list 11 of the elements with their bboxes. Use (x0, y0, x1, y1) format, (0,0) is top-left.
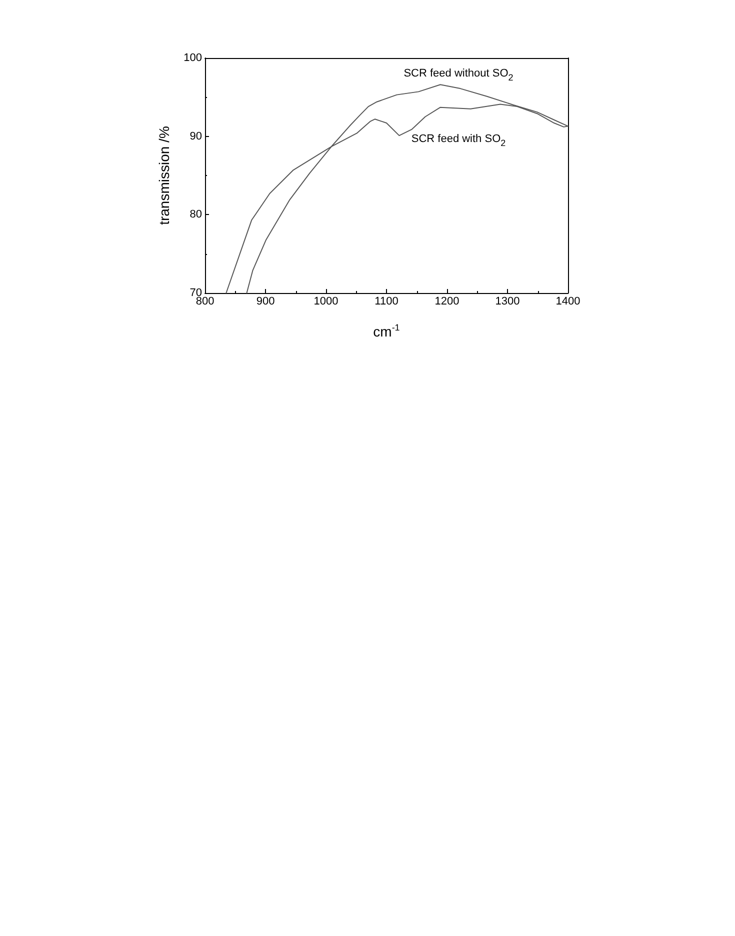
y-tick-label: 80 (190, 208, 202, 221)
x-tick-label: 1000 (314, 296, 338, 308)
y-tick-label: 90 (190, 130, 202, 142)
x-tick-label: 900 (256, 296, 275, 308)
y-tick-label: 100 (184, 52, 202, 64)
y-axis-title: transmission /% (156, 126, 172, 225)
x-tick-label: 1400 (556, 296, 580, 308)
x-tick-label: 1100 (374, 296, 398, 308)
x-tick-label: 1200 (434, 296, 460, 308)
x-tick-label: 800 (196, 296, 214, 308)
x-tick-label: 1300 (495, 296, 520, 308)
